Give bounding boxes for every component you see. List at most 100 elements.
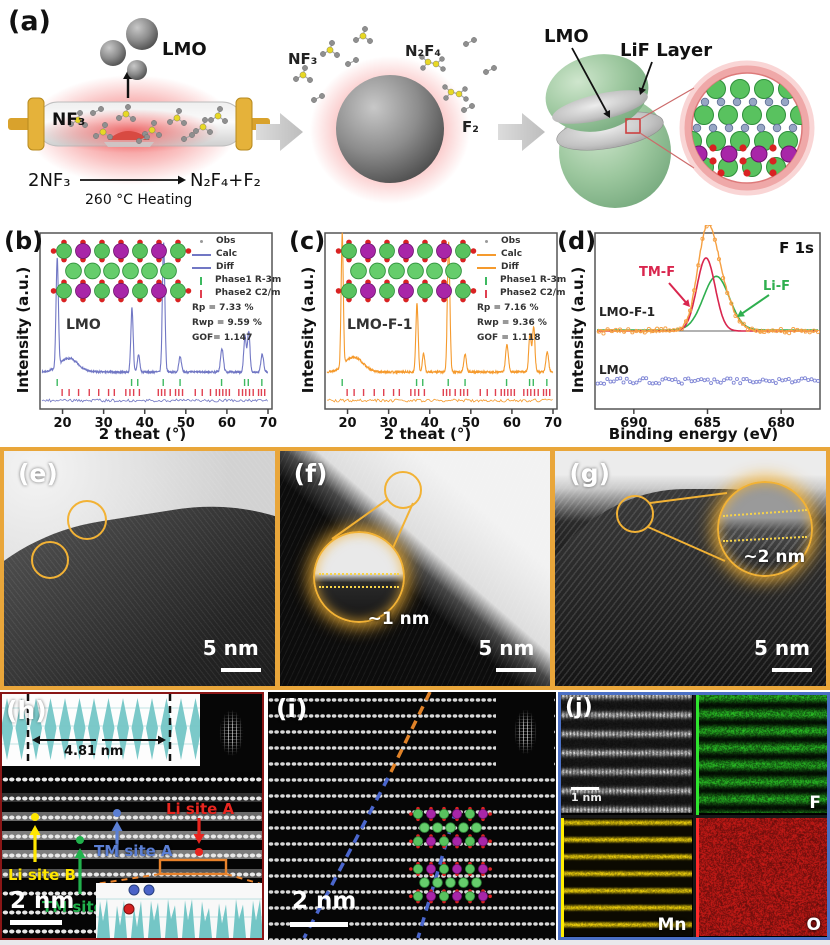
scalebar	[496, 668, 537, 672]
f2-label: F₂	[462, 118, 479, 136]
f-element-map: F	[695, 695, 827, 815]
scalebar-text: 2 nm	[10, 888, 75, 914]
y-axis-label: Intensity (a.u.)	[299, 266, 317, 394]
n2f4-label: N₂F₄	[405, 42, 441, 60]
stat-rp: Rp = 7.33 %	[192, 303, 254, 313]
lif-layer-dotted-line	[318, 573, 399, 576]
lif-layer-dotted-line	[318, 585, 399, 588]
mn-element-map: Mn	[561, 817, 693, 937]
spectrum-title: F 1s	[779, 239, 814, 257]
svg-text:40: 40	[421, 416, 439, 431]
panel-e-label: (e)	[18, 459, 58, 488]
lif-layer-dotted-line	[723, 509, 808, 518]
scalebar-text: 2 nm	[292, 888, 357, 914]
scalebar	[290, 922, 348, 927]
svg-text:680: 680	[768, 416, 795, 431]
stat-rp: Rp = 7.16 %	[477, 303, 539, 313]
xps-plot: 690 685 680	[594, 221, 821, 431]
xrd-plot-lmo: 20 30 40 50 60 70	[39, 232, 277, 431]
svg-text:690: 690	[620, 416, 647, 431]
zoom-connector-lines	[331, 498, 414, 551]
scalebar	[571, 787, 599, 790]
trace-label-lmo: LMO	[599, 363, 629, 377]
panel-i-stem-haadf: (i) 2 nm	[268, 692, 556, 940]
svg-text:20: 20	[53, 416, 71, 431]
eq-condition: 260 °C Heating	[85, 192, 192, 208]
trace-label-lmo-f-1: LMO-F-1	[599, 305, 656, 319]
panel-c-xrd-lmo-f-1: 20 30 40 50 60 70 (c) Intensity (a.u.) 2 thea…	[287, 225, 568, 445]
legend: Obs Calc Diff Phase1 R-3m Phase2 C2/m Rp…	[192, 235, 281, 345]
map-label-mn: Mn	[657, 915, 687, 935]
panel-b-label: (b)	[4, 227, 44, 255]
site-label-tm-a: TM site A	[94, 842, 173, 860]
map-label-f: F	[809, 792, 821, 813]
stat-rwp: Rwp = 9.59 %	[192, 318, 262, 328]
sample-label: LMO-F-1	[347, 317, 413, 333]
lmo-top-label: LMO	[162, 39, 207, 60]
legend-calc: Calc	[501, 249, 523, 259]
scalebar-text: 5 nm	[478, 636, 535, 660]
panel-j-eds-maps: (j) 1 nm F Mn O	[558, 692, 830, 940]
sample-label: LMO	[66, 317, 101, 333]
svg-text:20: 20	[338, 416, 356, 431]
lmo-right-label: LMO	[544, 26, 589, 47]
thickness-label: ~1 nm	[367, 609, 430, 629]
intensity-profile	[2, 694, 200, 766]
svg-text:70: 70	[259, 416, 277, 431]
y-axis-label: Intensity (a.u.)	[14, 266, 32, 394]
lif-layer-dotted-line	[723, 535, 808, 543]
panel-d-label: (d)	[557, 227, 597, 255]
scalebar	[772, 668, 813, 672]
legend-calc: Calc	[216, 249, 238, 259]
xrd-plot-lmo-f-1: 20 30 40 50 60 70	[324, 232, 562, 431]
surface-highlight-circle	[31, 541, 69, 579]
svg-text:50: 50	[462, 416, 480, 431]
stat-gof: GOF= 1.147	[192, 333, 253, 343]
o-element-map: O	[695, 817, 827, 937]
legend-diff: Diff	[501, 262, 519, 272]
eq-right: N₂F₄+F₂	[190, 170, 261, 191]
scalebar-text: 1 nm	[571, 791, 602, 804]
x-axis-label: Binding energy (eV)	[608, 425, 779, 443]
thickness-label: ~2 nm	[743, 547, 806, 567]
svg-text:30: 30	[95, 416, 113, 431]
legend-phase1: Phase1 R-3m	[500, 275, 567, 285]
panel-f-label: (f)	[293, 459, 328, 488]
panel-e-tem-lmo: (e) 5 nm	[4, 451, 275, 686]
fft-inset	[496, 694, 554, 770]
svg-text:30: 30	[380, 416, 398, 431]
svg-text:60: 60	[218, 416, 236, 431]
panel-g-tem-lmo-f: ~2 nm (g) 5 nm	[555, 451, 827, 686]
legend-phase1: Phase1 R-3m	[215, 275, 282, 285]
svg-text:50: 50	[177, 416, 195, 431]
map-label-o: O	[806, 915, 821, 935]
tem-row: (e) 5 nm ~1 nm (f) 5 nm	[0, 447, 830, 690]
stat-gof: GOF = 1.118	[477, 333, 541, 343]
legend-phase2: Phase2 C2/m	[500, 288, 566, 298]
x-axis-label: 2 theat (°)	[98, 425, 187, 443]
fft-inset	[200, 694, 262, 772]
svg-text:685: 685	[694, 416, 721, 431]
panel-a-synthesis-scheme: LMO NF₃ 2NF₃ N₂F₄+F₂ 260 °C Heating NF₃ …	[0, 0, 830, 225]
y-axis-label: Intensity (a.u.)	[569, 266, 587, 394]
site-label-li-b: Li site B	[8, 866, 76, 884]
legend-diff: Diff	[216, 262, 234, 272]
site-label-li-a: Li site A	[166, 800, 235, 818]
edge-highlight-circle	[383, 471, 422, 509]
panel-f-tem-lmo-f: ~1 nm (f) 5 nm	[279, 451, 551, 686]
panel-c-label: (c)	[289, 227, 326, 255]
svg-text:40: 40	[136, 416, 154, 431]
scalebar-text: 5 nm	[754, 636, 811, 660]
panel-g-label: (g)	[569, 459, 611, 488]
scalebar	[220, 668, 261, 672]
component-label-li-f: Li-F	[763, 279, 791, 294]
zoom-connector-lines	[647, 492, 728, 562]
x-axis-label: 2 theat (°)	[383, 425, 472, 443]
row-intensity-profile	[96, 884, 262, 938]
surface-highlight-circle	[67, 500, 107, 540]
svg-text:60: 60	[503, 416, 521, 431]
zoom-inset-circle	[312, 531, 405, 623]
bottom-margin	[0, 940, 830, 945]
legend-phase2: Phase2 C2/m	[215, 288, 281, 298]
